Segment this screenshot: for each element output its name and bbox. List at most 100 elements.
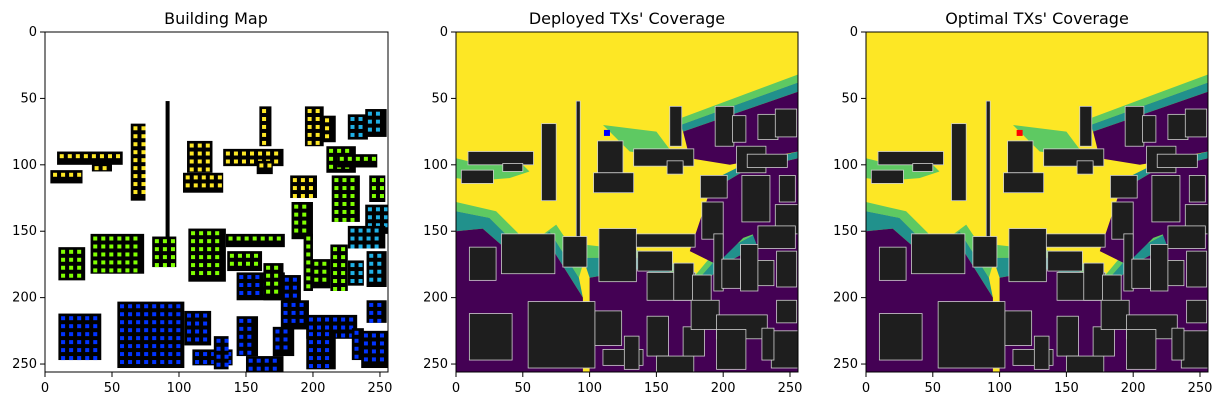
plot-area (45, 32, 388, 372)
receiver-point (247, 350, 252, 355)
receiver-point (69, 249, 74, 254)
building (741, 175, 771, 223)
receiver-point (207, 239, 212, 244)
receiver-point (374, 228, 379, 233)
building (1180, 330, 1209, 369)
building (669, 105, 683, 147)
receiver-point (93, 268, 98, 273)
receiver-point (341, 255, 346, 260)
receiver-point (306, 236, 311, 241)
receiver-point (133, 236, 138, 241)
receiver-point (306, 284, 311, 289)
receiver-point (239, 342, 244, 347)
receiver-point (102, 166, 107, 171)
receiver-point (69, 356, 74, 361)
receiver-point (256, 358, 261, 363)
building (1186, 299, 1208, 324)
receiver-point (342, 202, 347, 206)
receiver-point (308, 332, 313, 337)
receiver-point (125, 252, 130, 257)
receiver-point (308, 186, 313, 191)
receiver-point (224, 338, 229, 343)
building (1131, 258, 1151, 289)
receiver-point (217, 175, 222, 180)
receiver-point (101, 268, 106, 273)
receiver-point (236, 236, 241, 241)
building (1124, 105, 1145, 147)
receiver-point (93, 316, 98, 321)
receiver-point (284, 277, 289, 282)
receiver-point (306, 252, 311, 257)
receiver-point (152, 328, 157, 333)
receiver-point (141, 150, 146, 155)
building (58, 313, 102, 361)
receiver-point (144, 304, 149, 309)
receiver-point (125, 268, 130, 273)
receiver-point (77, 332, 82, 337)
y-tick-label: 0 (440, 25, 448, 40)
receiver-point (160, 344, 165, 349)
receiver-point (274, 151, 279, 156)
coverage-region-low (1090, 82, 1208, 132)
receiver-point (160, 360, 165, 365)
receiver-point (377, 318, 382, 323)
receiver-point (333, 287, 338, 291)
y-tick-label: 250 (423, 357, 448, 372)
receiver-point (136, 344, 141, 349)
receiver-point (133, 174, 138, 179)
receiver-point (350, 271, 355, 276)
receiver-point (101, 260, 106, 265)
receiver-point (350, 194, 355, 199)
receiver-point (322, 277, 327, 282)
receiver-point (369, 261, 374, 266)
receiver-point (120, 320, 125, 325)
receiver-point (205, 159, 210, 164)
building (91, 163, 112, 172)
receiver-point (334, 194, 339, 199)
receiver-point (83, 154, 88, 159)
receiver-point (117, 244, 122, 249)
receiver-point (191, 263, 196, 268)
building (623, 335, 640, 370)
receiver-point (117, 260, 122, 265)
receiver-point (334, 209, 339, 214)
receiver-point (99, 154, 104, 159)
building (1184, 108, 1208, 138)
receiver-point (152, 360, 157, 365)
building (165, 101, 170, 258)
receiver-point (189, 143, 194, 148)
receiver-point (247, 326, 252, 331)
receiver-point (144, 336, 149, 341)
receiver-point (342, 217, 347, 222)
y-tick-label: 50 (20, 91, 37, 106)
receiver-point (187, 337, 192, 342)
building (331, 175, 360, 222)
receiver-point (203, 321, 208, 326)
building (1126, 329, 1157, 370)
building (1167, 260, 1185, 287)
building (732, 115, 747, 143)
panel-building-map: Building Map 0 50 100 150 200 250 0 50 100 150 200… (12, 9, 392, 396)
receiver-point (199, 239, 204, 244)
receiver-point (228, 236, 233, 241)
receiver-point (275, 329, 280, 334)
receiver-point (342, 209, 347, 214)
receiver-point (363, 341, 368, 346)
receiver-point (67, 154, 72, 159)
building (1076, 160, 1094, 175)
building (870, 169, 904, 184)
receiver-point (93, 356, 98, 361)
building (1007, 140, 1034, 174)
receiver-point (258, 151, 263, 156)
receiver-point (307, 124, 312, 129)
receiver-point (315, 109, 320, 114)
receiver-point (316, 348, 322, 353)
building (1156, 153, 1198, 168)
building (1083, 262, 1105, 301)
receiver-point (334, 186, 339, 191)
receiver-point (262, 124, 267, 129)
receiver-point (141, 174, 146, 179)
receiver-point (120, 328, 125, 333)
receiver-point (371, 194, 376, 199)
building (1188, 175, 1206, 203)
